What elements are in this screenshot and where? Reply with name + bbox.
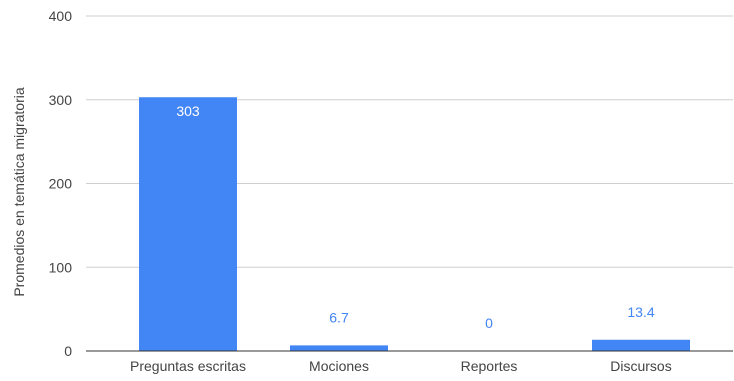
y-axis-ticks: 0 100 200 300 400 xyxy=(49,8,73,359)
data-labels: 303 6.7 0 13.4 xyxy=(176,103,655,331)
y-tick-label: 0 xyxy=(64,343,72,359)
bar xyxy=(290,345,388,351)
data-label: 303 xyxy=(176,103,200,119)
y-tick-label: 400 xyxy=(49,8,73,24)
x-tick-label: Reportes xyxy=(461,358,518,374)
y-tick-label: 300 xyxy=(49,92,73,108)
bar xyxy=(592,339,690,351)
x-tick-label: Mociones xyxy=(309,358,369,374)
y-tick-label: 100 xyxy=(49,259,73,275)
bars xyxy=(139,97,690,351)
y-tick-label: 200 xyxy=(49,176,73,192)
x-tick-label: Discursos xyxy=(610,358,671,374)
data-label: 0 xyxy=(485,315,493,331)
x-tick-label: Preguntas escritas xyxy=(130,358,246,374)
data-label: 6.7 xyxy=(329,309,349,325)
y-axis-title: Promedios en temática migratoria xyxy=(11,87,27,297)
bar xyxy=(139,97,237,351)
x-axis-ticks: Preguntas escritas Mociones Reportes Discur… xyxy=(130,358,672,374)
data-label: 13.4 xyxy=(627,304,654,320)
